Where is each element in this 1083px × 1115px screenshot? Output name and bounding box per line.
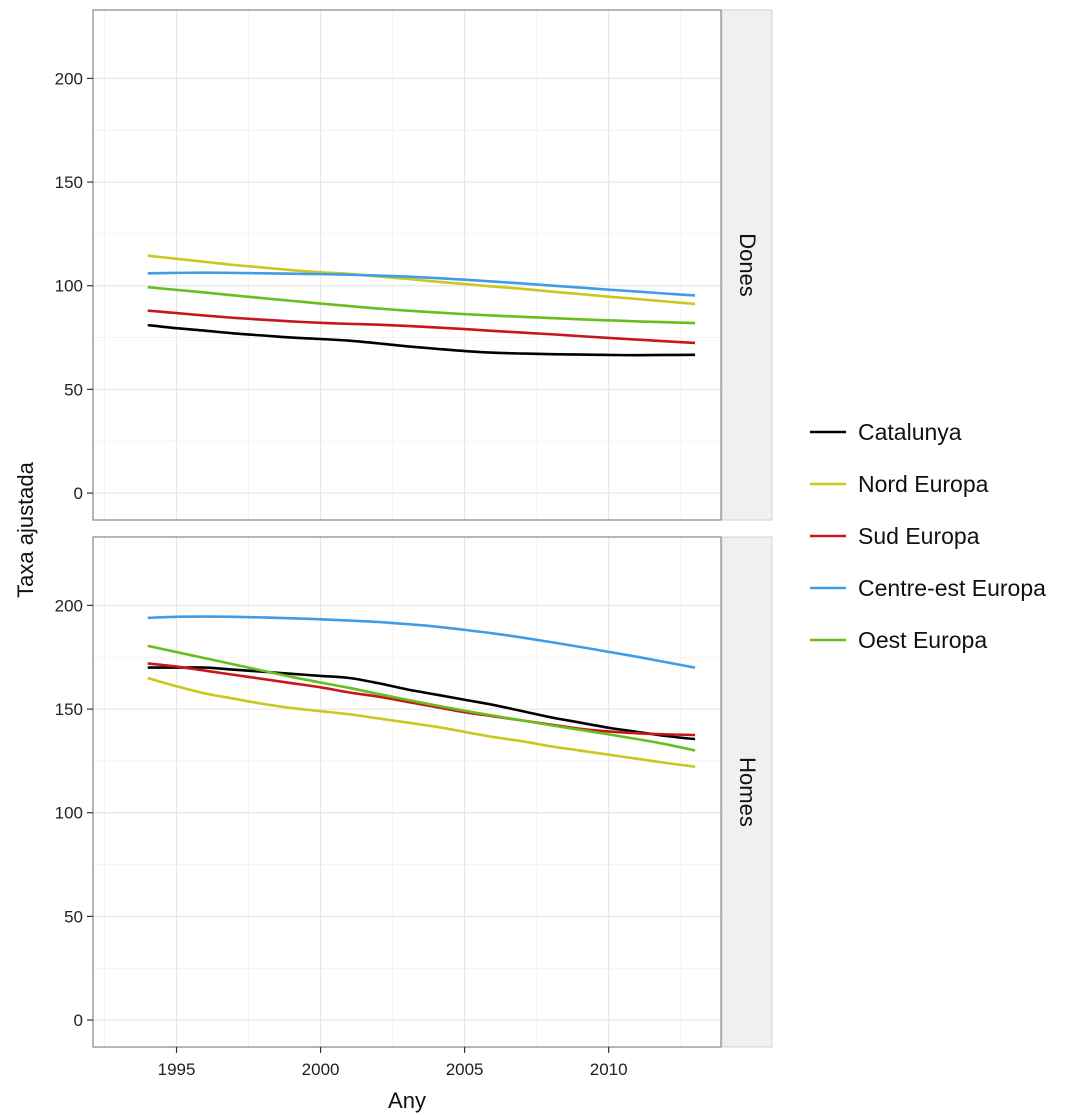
strip-background bbox=[721, 9, 773, 521]
legend-label: Sud Europa bbox=[858, 523, 980, 549]
strip-background bbox=[721, 536, 773, 1048]
facet-strip: Homes bbox=[721, 536, 773, 1048]
y-tick-label: 200 bbox=[55, 69, 83, 88]
legend-label: Nord Europa bbox=[858, 471, 989, 497]
series-line-nord-europa bbox=[147, 254, 696, 306]
panel-background bbox=[93, 537, 721, 1047]
facet-panel-dones: 0 50 100 150 200 Dones bbox=[55, 9, 773, 521]
panel-border bbox=[92, 536, 722, 1048]
facet-panel-homes: 0 50 100 150 200 Homes bbox=[55, 536, 773, 1048]
chart-panels: 0 50 100 150 200 Dones 0 50 100 150 200 Homes 1995 20… bbox=[55, 9, 773, 1079]
y-tick-label: 150 bbox=[55, 700, 83, 719]
series-line-centre-est-europa bbox=[147, 271, 696, 297]
legend-entry: Sud Europa bbox=[810, 523, 980, 549]
panel-background bbox=[93, 10, 721, 520]
y-axis-title: Taxa ajustada bbox=[13, 461, 38, 598]
series-line-sud-europa bbox=[147, 662, 696, 737]
x-tick-label: 2005 bbox=[446, 1060, 484, 1079]
x-tick-label: 2010 bbox=[590, 1060, 628, 1079]
legend: Catalunya Nord Europa Sud Europa Centre-est… bbox=[810, 419, 1046, 653]
x-axis-title: Any bbox=[388, 1088, 426, 1113]
series-line-catalunya bbox=[147, 666, 696, 741]
series-line-sud-europa bbox=[147, 309, 696, 345]
legend-entry: Centre-est Europa bbox=[810, 575, 1046, 601]
y-tick-label: 100 bbox=[55, 277, 83, 296]
series-line-centre-est-europa bbox=[147, 615, 696, 669]
y-tick-label: 50 bbox=[64, 907, 83, 926]
x-tick-label: 1995 bbox=[158, 1060, 196, 1079]
strip-label-homes: Homes bbox=[735, 757, 760, 827]
series-line-nord-europa bbox=[147, 676, 696, 768]
series-line-oest-europa bbox=[147, 285, 696, 325]
y-tick-label: 0 bbox=[74, 1011, 83, 1030]
series-line-catalunya bbox=[147, 323, 696, 357]
panel-border bbox=[92, 9, 722, 521]
y-tick-label: 150 bbox=[55, 173, 83, 192]
legend-label: Oest Europa bbox=[858, 627, 987, 653]
strip-label-dones: Dones bbox=[735, 233, 760, 297]
x-tick-label: 2000 bbox=[302, 1060, 340, 1079]
legend-entry: Nord Europa bbox=[810, 471, 989, 497]
y-tick-label: 50 bbox=[64, 380, 83, 399]
y-tick-label: 0 bbox=[74, 484, 83, 503]
legend-entry: Oest Europa bbox=[810, 627, 987, 653]
y-tick-label: 100 bbox=[55, 804, 83, 823]
y-tick-label: 200 bbox=[55, 596, 83, 615]
legend-entry: Catalunya bbox=[810, 419, 962, 445]
facet-strip: Dones bbox=[721, 9, 773, 521]
series-line-oest-europa bbox=[147, 644, 696, 752]
legend-label: Catalunya bbox=[858, 419, 962, 445]
legend-label: Centre-est Europa bbox=[858, 575, 1046, 601]
